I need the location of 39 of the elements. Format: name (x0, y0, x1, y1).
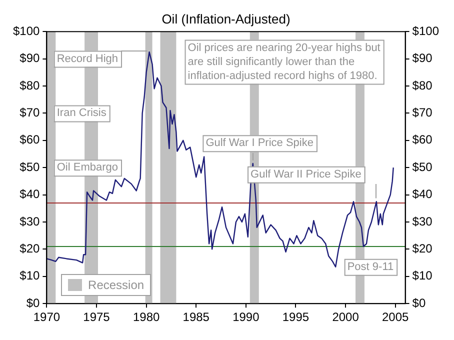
y2-tick-label: $50 (412, 160, 433, 174)
x-tick-label: 1995 (282, 310, 310, 324)
y-tick-label: $70 (20, 106, 40, 120)
y2-tick-label: $40 (412, 187, 433, 202)
y2-tick-label: $30 (412, 214, 433, 228)
y2-tick-label: $70 (412, 106, 433, 120)
x-tick-label: 1990 (232, 310, 260, 324)
y2-tick-label: $90 (412, 51, 433, 66)
annotation: Oil prices are nearing 20-year highs but are still significantly lower than the inflation-adjusted record highs of 1980. (188, 42, 380, 82)
y2-tick-label: $0 (412, 296, 426, 310)
annotation: Post 9-11 (347, 260, 394, 273)
annotation: Oil Embargo (56, 162, 118, 174)
y-tick-label: $30 (20, 214, 40, 228)
y-tick-label: $50 (20, 160, 40, 174)
annotation: Iran Crisis (56, 107, 107, 120)
y-tick-label: $100 (12, 24, 40, 38)
chart-title: Oil (Inflation-Adjusted) (162, 11, 290, 26)
y2-tick-label: $20 (412, 242, 433, 256)
annotation: Gulf War II Price Spike (250, 168, 362, 180)
x-tick-label: 2005 (382, 310, 410, 324)
y-tick-label: $90 (20, 51, 40, 66)
band-label: Recession (88, 276, 144, 293)
y-tick-label: $80 (20, 78, 40, 92)
x-tick-label: 1970 (33, 310, 60, 324)
y-tick-label: $0 (26, 296, 40, 310)
y2-tick-label: $60 (412, 132, 433, 147)
y-tick-label: $10 (20, 268, 40, 283)
x-tick-label: 1975 (83, 310, 110, 324)
y2-tick-label: $10 (412, 268, 433, 283)
y-tick-label: $20 (20, 242, 40, 256)
y2-tick-label: $80 (412, 78, 433, 92)
annotation: Gulf War I Price Spike (206, 137, 314, 150)
y-tick-label: $60 (20, 132, 40, 147)
annotation: Record High (56, 52, 118, 65)
x-tick-label: 1985 (182, 310, 210, 324)
x-tick-label: 1980 (132, 310, 160, 324)
y-tick-label: $40 (20, 187, 40, 202)
y2-tick-label: $100 (412, 24, 440, 38)
x-tick-label: 2000 (332, 310, 360, 324)
